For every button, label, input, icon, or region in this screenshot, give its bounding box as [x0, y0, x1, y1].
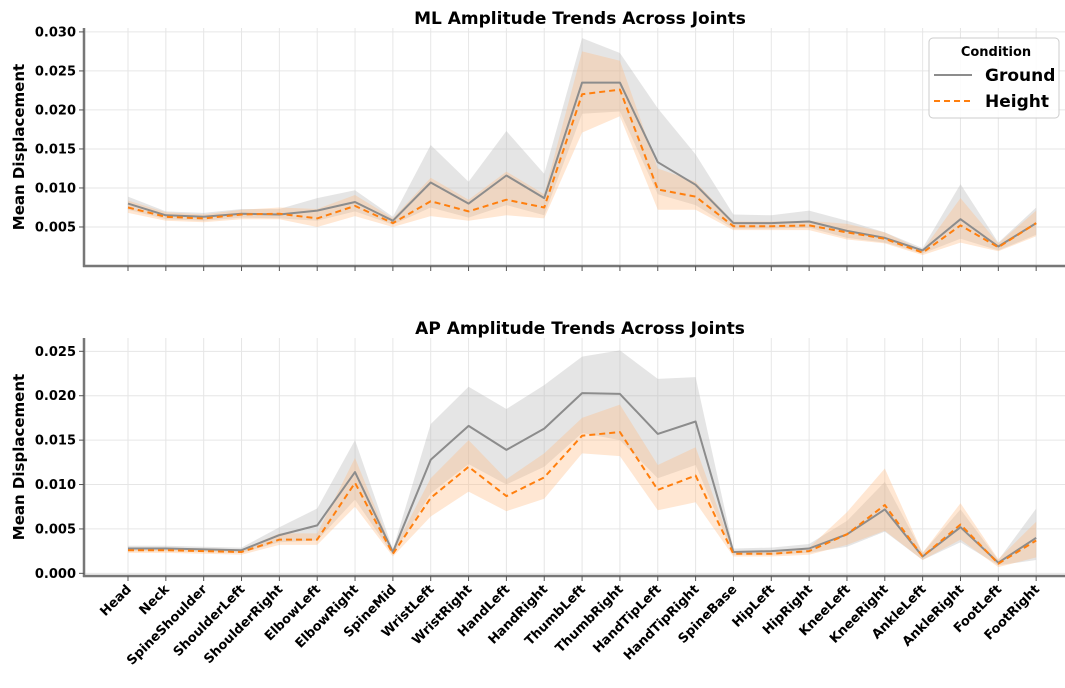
- y-tick-label: 0.005: [35, 220, 76, 235]
- panel-1: 0.005 0.010 0.015 0.020 0.025 0.030 ML Amplitu…: [10, 9, 1065, 271]
- legend: Condition Ground Height: [928, 37, 1060, 119]
- confidence-band-ground: [128, 38, 1037, 254]
- y-tick-label: 0.030: [35, 25, 76, 40]
- y-tick-label: 0.015: [35, 434, 76, 449]
- chart-title: AP Amplitude Trends Across Joints: [415, 319, 745, 339]
- y-tick-label: 0.025: [35, 345, 76, 360]
- y-tick-label: 0.020: [35, 103, 76, 118]
- series-line-ground: [128, 392, 1037, 564]
- legend-label-height: Height: [985, 92, 1049, 112]
- y-axis-label: Mean Displacement: [10, 64, 28, 230]
- legend-box: [928, 37, 1060, 119]
- y-tick-label: 0.000: [35, 567, 76, 582]
- legend-title: Condition: [961, 45, 1031, 60]
- x-tick-label: Neck: [137, 582, 173, 618]
- y-axis-label: Mean Displacement: [10, 374, 28, 540]
- chart-title: ML Amplitude Trends Across Joints: [414, 9, 746, 29]
- y-tick-label: 0.020: [35, 389, 76, 404]
- legend-label-ground: Ground: [985, 66, 1055, 86]
- y-tick-label: 0.010: [35, 181, 76, 196]
- grid: [84, 338, 1065, 576]
- y-tick-label: 0.015: [35, 142, 76, 157]
- x-tick-label: Head: [98, 582, 135, 619]
- confidence-band-height: [128, 51, 1037, 256]
- series-line-height: [127, 88, 1037, 254]
- y-tick-label: 0.025: [35, 64, 76, 79]
- y-tick-label: 0.010: [35, 478, 76, 493]
- series-line-height: [128, 431, 1037, 565]
- y-tick-label: 0.005: [35, 522, 76, 537]
